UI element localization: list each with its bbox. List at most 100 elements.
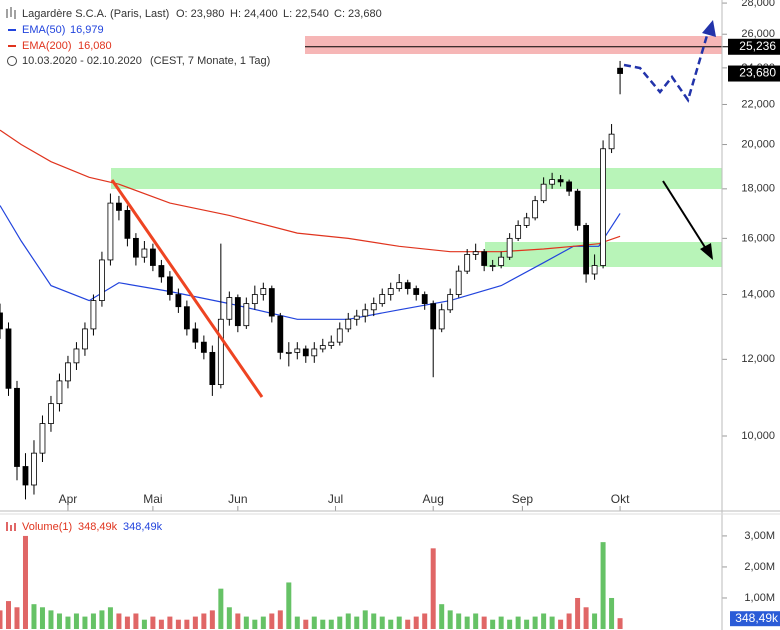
volume-bar — [39, 607, 45, 629]
candle-body — [557, 179, 564, 183]
candle-body — [566, 181, 573, 192]
volume-bar — [107, 607, 113, 629]
legend-label: EMA(50) — [22, 24, 65, 36]
candle-body — [345, 318, 352, 330]
candle-body — [243, 303, 250, 327]
y-tick-label: 14,000 — [741, 288, 775, 300]
y-tick-label: 18,000 — [741, 183, 775, 195]
volume-bar — [498, 616, 504, 629]
ema-line — [0, 205, 621, 320]
candle-body — [608, 133, 615, 150]
price-tag — [728, 65, 780, 82]
volume-bar — [430, 548, 436, 629]
candle-body — [336, 328, 343, 343]
candle-body — [574, 190, 581, 226]
candle-body — [217, 318, 224, 386]
arrow — [662, 180, 709, 253]
y-tick-label: 16,000 — [741, 232, 775, 244]
candle-body — [285, 351, 292, 354]
candle-body — [234, 297, 241, 327]
candle-body — [99, 259, 105, 301]
candle-body — [149, 248, 156, 266]
candle-body — [31, 452, 37, 486]
legend-value: 16,080 — [78, 40, 112, 52]
volume-bar — [515, 616, 521, 629]
volume-bar — [269, 613, 275, 629]
volume-bar — [328, 619, 334, 629]
candle-body — [396, 282, 403, 289]
volume-bar — [14, 607, 20, 629]
volume-icon — [6, 522, 16, 531]
volume-bar — [0, 610, 3, 629]
ohlc-open: O: 23,980 — [176, 8, 224, 20]
legend-label: EMA(200) — [22, 40, 72, 52]
period: (CEST, 7 Monate, 1 Tag) — [150, 55, 270, 67]
volume-bar — [201, 613, 207, 629]
y-tick-label: 26,000 — [741, 28, 775, 40]
candle-body — [277, 315, 284, 353]
x-tick-label: Jul — [328, 492, 343, 506]
header: Lagardère S.C.A. (Paris, Last) O: 23,980… — [6, 7, 382, 533]
volume-bar — [592, 613, 598, 629]
forecast-path — [623, 31, 710, 103]
candle-body — [141, 248, 148, 258]
volume-bar — [320, 619, 326, 629]
volume-bar — [82, 616, 88, 629]
y-tick-label: 28,000 — [741, 0, 775, 9]
candle-body — [268, 288, 275, 317]
ohlc-close: C: 23,680 — [334, 8, 382, 20]
y-tick-label: 20,000 — [741, 138, 775, 150]
legend-value: 16,979 — [70, 24, 104, 36]
chart-icon — [6, 7, 16, 19]
candle-body — [617, 67, 623, 74]
candle-body — [0, 312, 3, 330]
candle-body — [540, 183, 547, 202]
candle-body — [549, 179, 556, 185]
x-tick-label: Mai — [143, 492, 162, 506]
x-tick-label: Apr — [59, 492, 78, 506]
candle-body — [421, 294, 428, 305]
x-tick-label: Okt — [611, 492, 630, 506]
volume-bar — [600, 542, 606, 629]
candle-body — [192, 328, 199, 343]
price-tag-label: 25,236 — [739, 39, 776, 53]
candle-body — [362, 309, 369, 317]
volume-bar — [558, 619, 564, 629]
volume-bar — [209, 610, 215, 629]
title: Lagardère S.C.A. (Paris, Last) — [22, 8, 169, 20]
candle-body — [56, 380, 63, 405]
candle-body — [302, 348, 309, 357]
volume-bar — [481, 616, 487, 629]
volume-bar — [141, 619, 147, 629]
candle-body — [438, 309, 445, 330]
volume-bar — [456, 613, 462, 629]
candle-body — [404, 282, 411, 289]
volume-bar — [175, 619, 181, 629]
x-tick-label: Jun — [228, 492, 247, 506]
candle-body — [447, 294, 454, 311]
volume-bar — [379, 616, 385, 629]
volume-bar — [226, 607, 232, 629]
volume-bar — [260, 616, 266, 629]
ema-line — [0, 129, 621, 253]
volume-bar — [362, 610, 368, 629]
ohlc-high: H: 24,400 — [230, 8, 278, 20]
volume-bar — [90, 613, 96, 629]
volume-title: Volume(1) — [22, 521, 72, 533]
candle-body — [481, 251, 488, 266]
candle-body — [311, 348, 318, 357]
candle-body — [353, 315, 360, 320]
y-tick-label: 10,000 — [741, 430, 775, 442]
volume-bar — [507, 619, 513, 629]
annotations — [110, 20, 716, 398]
candle-body — [209, 351, 216, 386]
support-zone — [111, 168, 722, 189]
arrow-head — [700, 243, 713, 260]
volume-value: 348,49k — [78, 521, 118, 533]
candle-body — [5, 328, 12, 389]
volume-bar — [22, 535, 28, 629]
volume-bar — [167, 616, 173, 629]
candle-body — [583, 225, 589, 275]
